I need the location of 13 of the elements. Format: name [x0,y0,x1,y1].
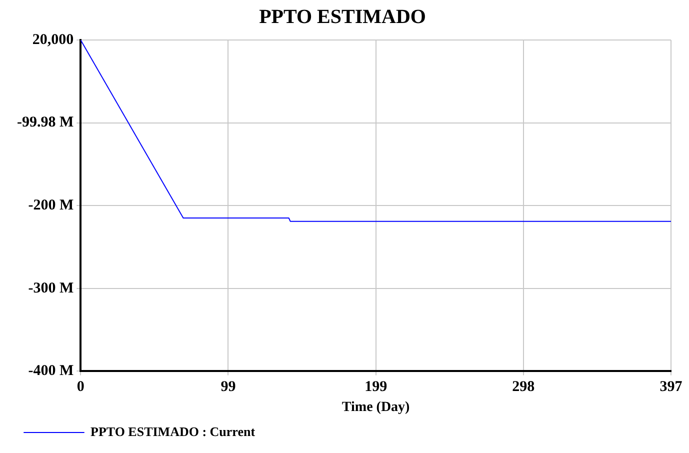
y-tick-label: -200 M [28,197,74,214]
y-tick-label: -400 M [28,363,74,380]
x-tick-label: 199 [364,379,388,396]
x-tick-label: 298 [512,379,535,396]
y-tick-label: -300 M [28,280,74,296]
x-tick-label: 0 [76,379,84,396]
x-tick-label: 99 [220,379,236,396]
y-tick-label: -99.98 M [16,114,74,131]
x-axis-title: Time (Day) [342,400,410,416]
legend-label: PPTO ESTIMADO : Current [90,424,256,439]
y-tick-label: 20,000 [32,32,74,48]
chart-title: PPTO ESTIMADO [259,6,426,28]
x-tick-label: 397 [660,379,683,396]
